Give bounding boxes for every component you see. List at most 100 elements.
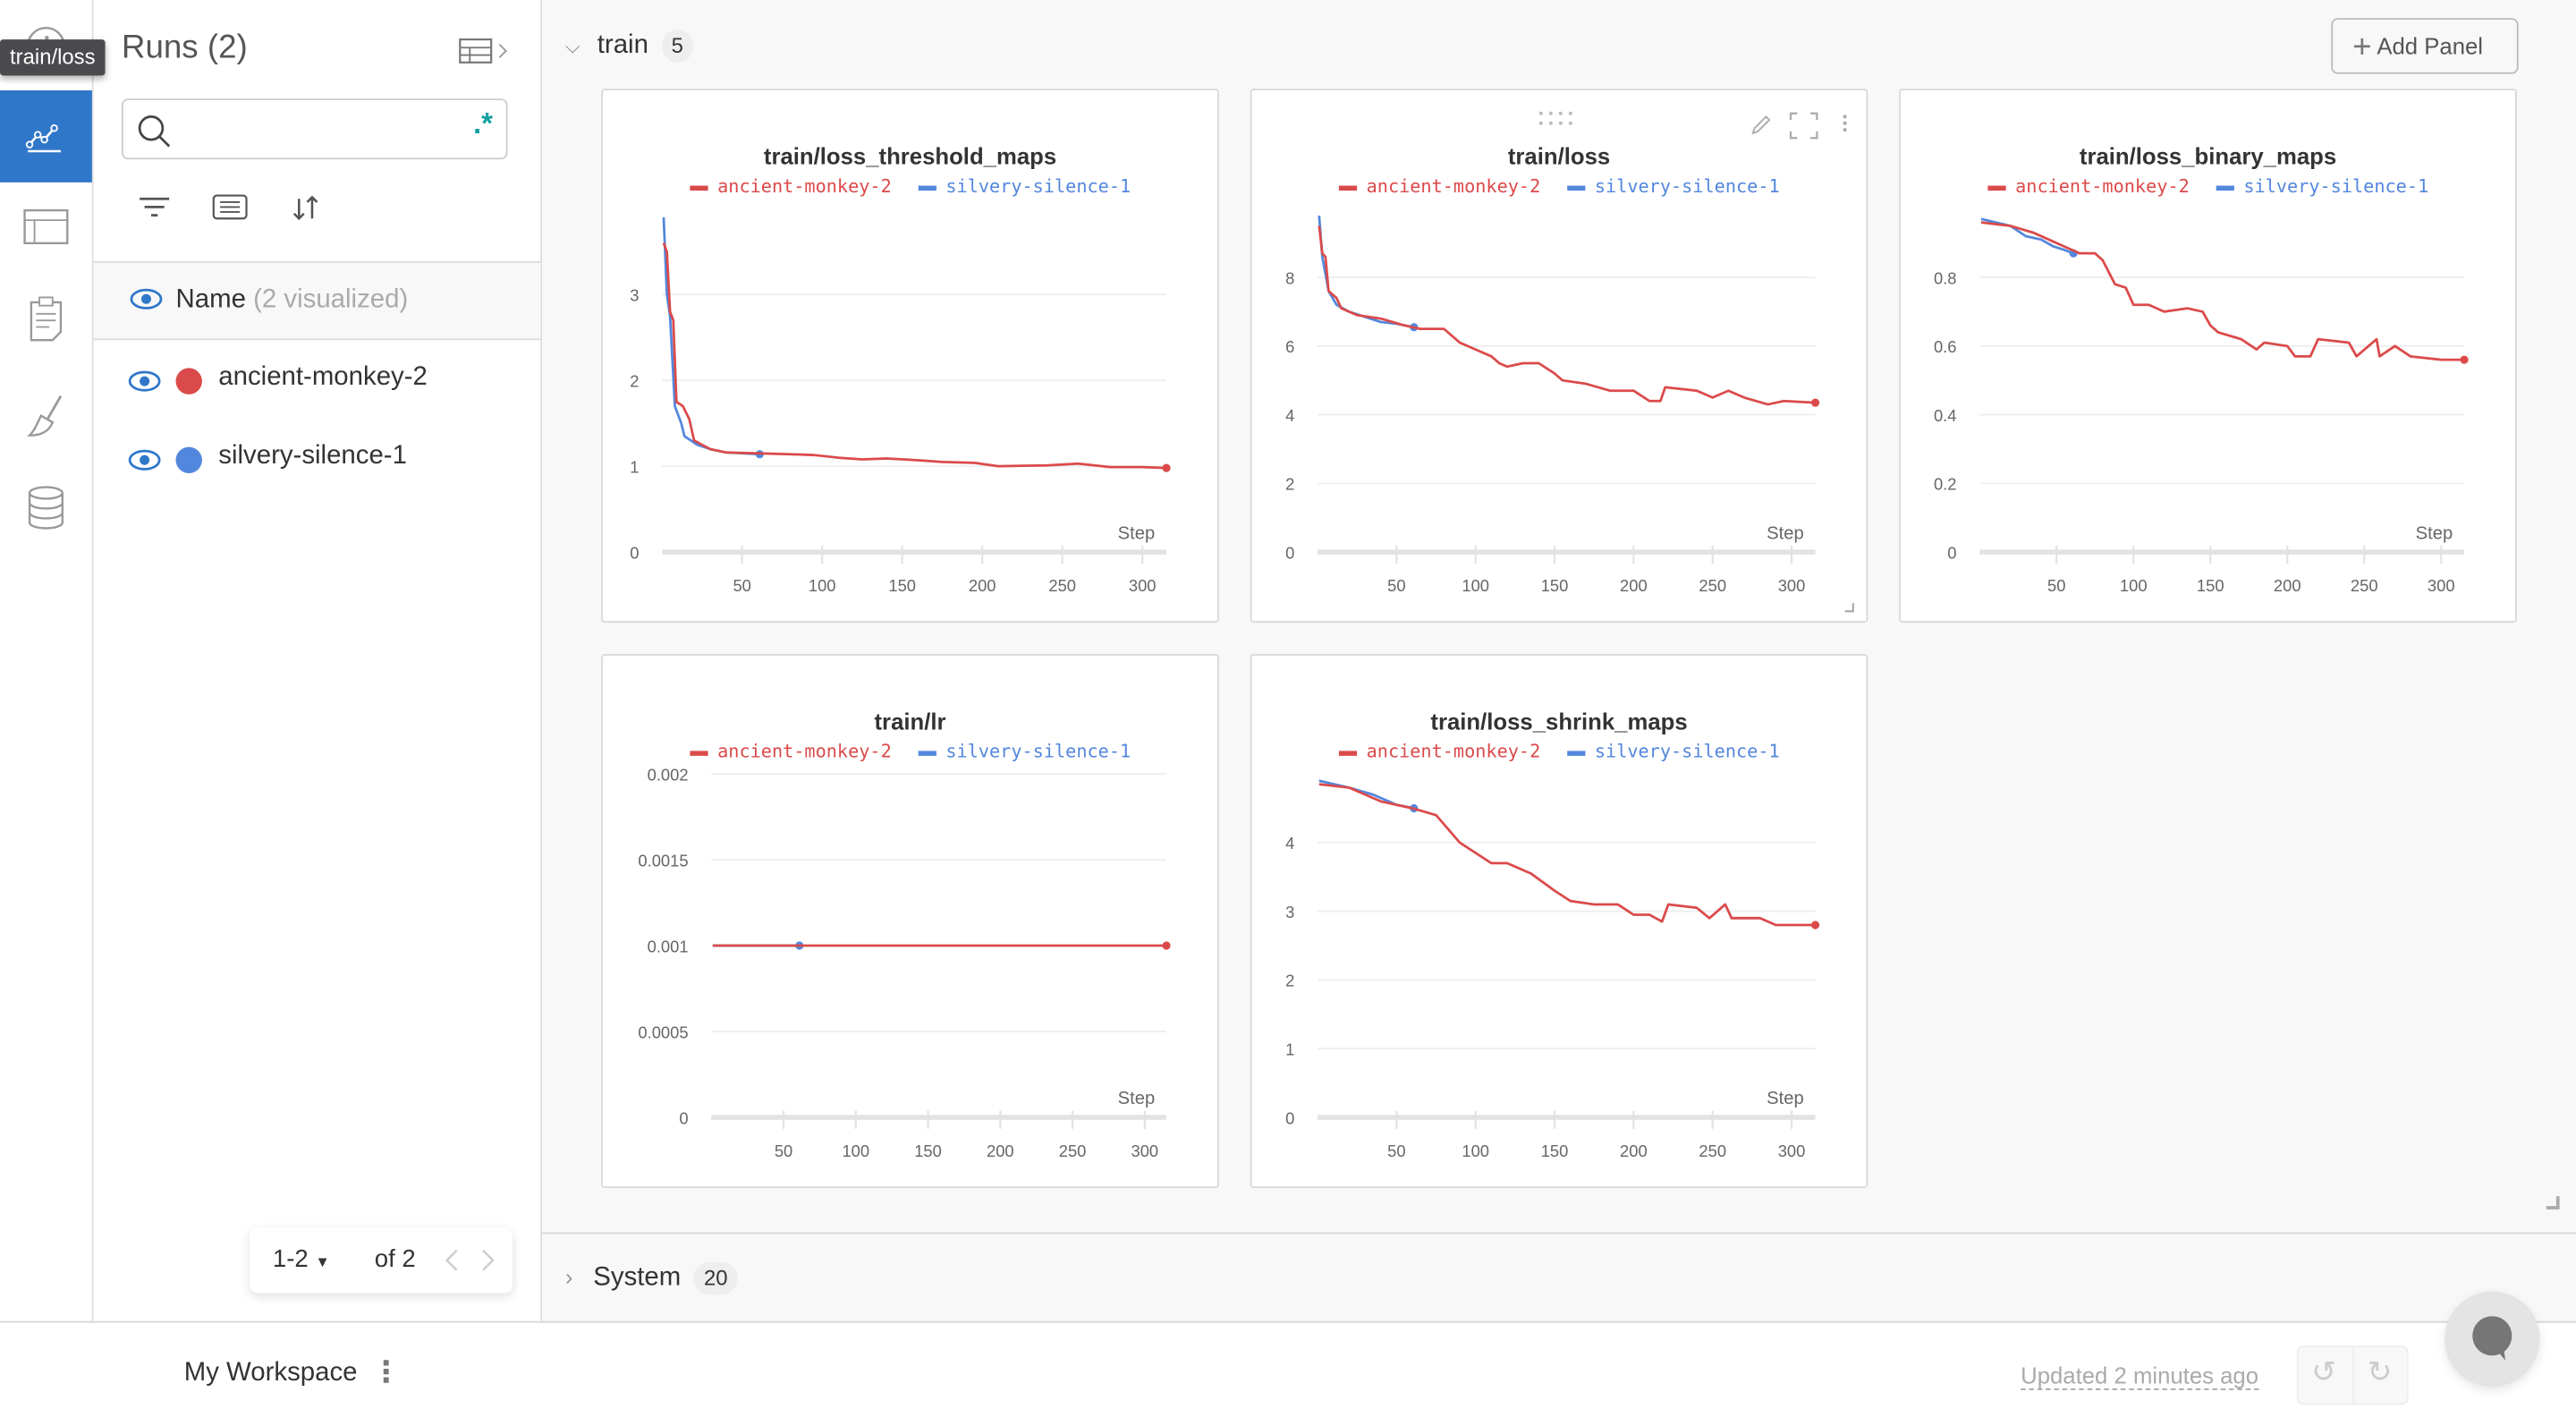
chart-panel[interactable]: train/loss_shrink_maps ancient-monkey-2 si… (1250, 654, 1868, 1188)
drag-dot (1568, 121, 1572, 125)
list-icon (212, 194, 248, 220)
run-row[interactable]: silvery-silence-1 (94, 428, 541, 493)
y-tick-label: 0.002 (648, 765, 689, 784)
sweeps-nav-button[interactable] (0, 369, 92, 462)
run-row[interactable]: ancient-monkey-2 (94, 348, 541, 413)
legend-label: ancient-monkey-2 (1366, 741, 1541, 763)
undo-icon[interactable]: ↺ (2311, 1355, 2336, 1389)
x-tick-label: 250 (1699, 576, 1726, 595)
divider (2352, 1347, 2354, 1404)
system-section-toggle[interactable]: › System 20 (564, 1261, 738, 1295)
y-tick-label: 0 (630, 543, 639, 562)
legend-item[interactable]: ancient-monkey-2 (1338, 741, 1540, 762)
add-panel-button[interactable]: + Add Panel (2331, 18, 2519, 74)
x-axis-label: Step (1767, 523, 1804, 543)
more-icon[interactable] (1843, 115, 1847, 132)
train-section-toggle[interactable]: ⌵ train 5 (565, 30, 693, 63)
table-nav-button[interactable] (0, 181, 92, 273)
legend-label: ancient-monkey-2 (1366, 175, 1541, 198)
charts-nav-button[interactable] (0, 90, 92, 182)
redo-icon[interactable]: ↻ (2367, 1355, 2393, 1389)
filter-icon (140, 197, 170, 216)
y-tick-label: 2 (630, 372, 639, 391)
chat-button[interactable] (2445, 1291, 2540, 1388)
legend-item[interactable]: ancient-monkey-2 (689, 176, 892, 198)
legend-swatch (689, 184, 708, 191)
next-page-button[interactable] (479, 1249, 496, 1272)
x-tick-label: 50 (1387, 1142, 1405, 1160)
workspace-name[interactable]: My Workspace (183, 1358, 358, 1388)
run-name[interactable]: silvery-silence-1 (218, 442, 407, 471)
y-tick-label: 8 (1285, 268, 1294, 287)
y-tick-label: 1 (630, 458, 639, 477)
chart-panel[interactable]: train/lr ancient-monkey-2 silvery-silence-… (601, 654, 1219, 1188)
prev-page-button[interactable] (444, 1249, 460, 1272)
panel-count-badge: 5 (661, 30, 693, 63)
runs-search-input[interactable]: .* (121, 98, 508, 160)
eye-icon[interactable] (128, 369, 161, 393)
x-tick-label: 200 (1620, 1142, 1648, 1160)
x-tick-label: 150 (914, 1142, 942, 1160)
x-tick-label: 100 (1462, 1142, 1489, 1160)
page-size-dropdown[interactable]: 1-2 ▼ (273, 1245, 330, 1273)
edit-icon[interactable] (1751, 115, 1771, 135)
search-field[interactable] (179, 106, 443, 151)
chart-panel[interactable]: train/loss ancient-monkey-2 silvery-silenc… (1250, 89, 1868, 624)
section-resize-handle[interactable] (2546, 1196, 2560, 1210)
chart-panel[interactable]: train/loss_threshold_maps ancient-monkey-… (601, 89, 1219, 624)
y-tick-label: 0.2 (1934, 475, 1957, 494)
eye-icon[interactable] (130, 287, 163, 310)
page-total: of 2 (374, 1245, 416, 1274)
name-column-header[interactable]: Name (2 visualized) (176, 286, 409, 316)
group-button[interactable] (210, 187, 250, 226)
legend-item[interactable]: silvery-silence-1 (918, 741, 1131, 762)
y-tick-label: 0 (679, 1108, 688, 1127)
reports-nav-button[interactable] (0, 273, 92, 365)
fullscreen-icon[interactable] (1789, 112, 1818, 140)
x-tick-label: 150 (2197, 576, 2224, 595)
legend-item[interactable]: silvery-silence-1 (1566, 176, 1780, 198)
visualized-count: (2 visualized) (253, 285, 409, 314)
legend-item[interactable]: silvery-silence-1 (2216, 176, 2428, 198)
chart-title: train/loss_shrink_maps (1430, 708, 1688, 735)
series-endpoint (1162, 941, 1171, 950)
regex-toggle[interactable]: .* (472, 106, 494, 140)
expand-table-button[interactable] (458, 36, 511, 73)
y-tick-label: 4 (1285, 406, 1294, 425)
legend-item[interactable]: silvery-silence-1 (918, 176, 1131, 198)
legend-item[interactable]: ancient-monkey-2 (689, 741, 892, 763)
x-tick-label: 200 (969, 576, 996, 595)
x-tick-label: 300 (1129, 576, 1157, 595)
legend-label: ancient-monkey-2 (717, 741, 892, 763)
legend-swatch (1338, 184, 1357, 191)
run-color-dot[interactable] (175, 368, 202, 395)
x-axis-label: Step (1118, 1089, 1156, 1108)
y-tick-label: 0.0005 (638, 1023, 688, 1041)
series-line-ancient-monkey-2 (662, 242, 1167, 470)
chart-panel[interactable]: train/loss_binary_maps ancient-monkey-2 si… (1899, 89, 2517, 624)
eye-icon[interactable] (128, 448, 161, 471)
divider (542, 1232, 2576, 1235)
run-name[interactable]: ancient-monkey-2 (218, 362, 428, 392)
broom-icon (27, 395, 63, 437)
x-tick-label: 200 (2274, 576, 2301, 595)
line-chart-icon (25, 124, 61, 153)
series-endpoint (1162, 463, 1171, 472)
series-line-ancient-monkey-2 (1980, 221, 2465, 361)
chevron-right-icon: › (564, 1263, 573, 1290)
series-endpoint (1810, 398, 1820, 407)
x-tick-label: 300 (1778, 576, 1806, 595)
x-tick-label: 50 (1387, 576, 1405, 595)
drag-handle-icon[interactable] (1538, 111, 1572, 125)
legend-swatch (1566, 750, 1585, 755)
artifacts-nav-button[interactable] (0, 462, 92, 554)
filter-button[interactable] (135, 187, 174, 226)
legend-item[interactable]: ancient-monkey-2 (1987, 176, 2190, 198)
kebab-menu-icon[interactable]: ⋮ (371, 1355, 402, 1389)
sort-button[interactable] (286, 187, 326, 226)
run-color-dot[interactable] (175, 446, 202, 473)
legend-item[interactable]: ancient-monkey-2 (1338, 176, 1540, 198)
chart-title: train/loss (1507, 142, 1611, 170)
legend-item[interactable]: silvery-silence-1 (1566, 741, 1780, 762)
clipboard-icon (30, 296, 63, 342)
